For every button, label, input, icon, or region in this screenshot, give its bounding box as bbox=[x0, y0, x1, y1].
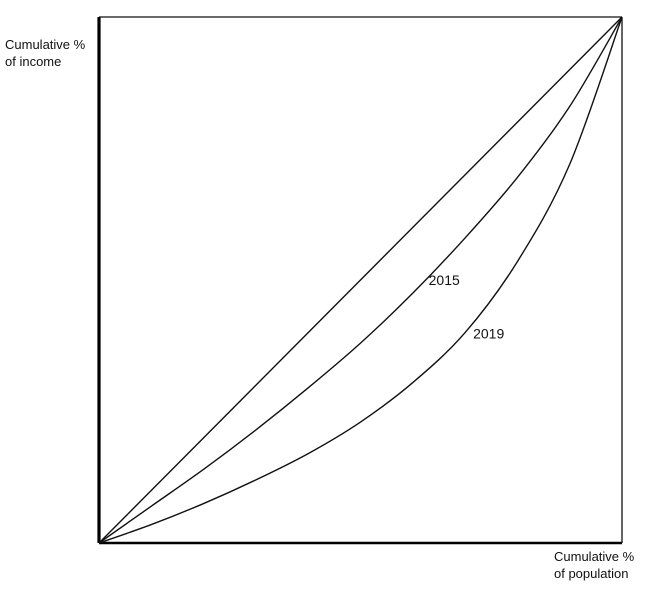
lorenz-curve-2015 bbox=[98, 16, 623, 544]
y-axis-label: Cumulative % of income bbox=[5, 37, 86, 69]
series-label-2019: 2019 bbox=[473, 326, 504, 342]
line-of-equality bbox=[98, 16, 623, 544]
lorenz-curve-2019 bbox=[98, 16, 623, 544]
series-label-2015: 2015 bbox=[429, 272, 460, 288]
x-axis-label: Cumulative % of population bbox=[554, 549, 635, 581]
